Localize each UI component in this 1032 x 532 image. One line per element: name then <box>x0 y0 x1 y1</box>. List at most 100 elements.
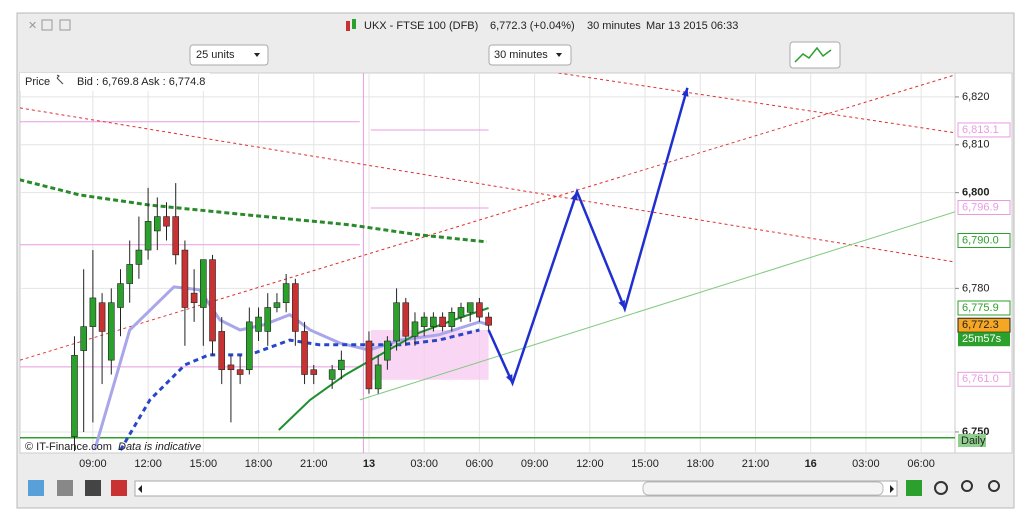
daily-badge <box>958 434 986 447</box>
price-badge <box>957 199 1011 215</box>
candle-body <box>126 264 133 284</box>
close-button[interactable]: ✕ <box>28 20 37 32</box>
candle-body <box>420 316 428 327</box>
zoom-in[interactable] <box>988 480 1000 492</box>
candle-body <box>402 302 410 337</box>
price-badge-label: 6,772.3 <box>962 319 999 331</box>
arrow-head <box>618 299 625 309</box>
scroll-left[interactable] <box>138 485 142 493</box>
icon-candle <box>352 19 356 29</box>
candle-body <box>227 364 235 371</box>
x-tick-label: 03:00 <box>410 458 438 470</box>
overlay-line <box>487 87 689 387</box>
plot-layer <box>20 73 955 453</box>
x-tick-label: 09:00 <box>521 458 549 470</box>
size-dropdown[interactable] <box>189 44 269 66</box>
y-tick-label: 6,780 <box>962 282 990 294</box>
icon-candle <box>346 21 350 31</box>
candle-body <box>476 302 483 318</box>
price-badge-label: 6,796.9 <box>962 201 999 213</box>
candle-body <box>71 355 78 438</box>
price-badge-label: 6,775.9 <box>962 302 999 314</box>
x-tick-label: 12:00 <box>576 458 604 470</box>
price-badge <box>957 371 1011 387</box>
overlay-line <box>558 73 955 134</box>
x-tick-label: 21:00 <box>300 458 328 470</box>
countdown-badge <box>958 332 1010 347</box>
candle-body <box>457 307 465 318</box>
overlay-line <box>359 211 955 401</box>
tool-button[interactable] <box>28 480 44 496</box>
overlay-line <box>119 328 480 451</box>
y-tick-label: 6,820 <box>962 91 990 103</box>
interval-dropdown[interactable] <box>488 44 572 66</box>
candle-body <box>163 216 170 227</box>
candle-body <box>264 307 272 332</box>
daily-label: Daily <box>961 435 986 447</box>
x-tick-label: 12:00 <box>134 458 162 470</box>
candle-body <box>328 369 336 380</box>
tool-button[interactable] <box>57 480 73 496</box>
candle-body <box>384 340 391 361</box>
price-badge-label: 6,813.1 <box>962 124 999 136</box>
candle-body <box>338 359 345 371</box>
price-label: Price <box>25 76 50 88</box>
zoom-out[interactable] <box>961 480 973 492</box>
candle-body <box>218 331 226 371</box>
candle-body <box>430 316 437 327</box>
arrow-head <box>570 191 578 201</box>
price-badge <box>957 300 1011 316</box>
candle-body <box>246 321 253 371</box>
candle-body <box>301 331 308 375</box>
countdown: 25m57s <box>962 333 1002 345</box>
title-icon <box>346 19 356 31</box>
candle-body <box>135 249 143 265</box>
candle-body <box>448 311 456 327</box>
overlay-line <box>20 74 955 361</box>
y-tick-label: 6,810 <box>962 139 990 151</box>
candle-body <box>393 302 400 342</box>
x-tick-label: 21:00 <box>742 458 770 470</box>
disclaimer: Data is indicative <box>118 441 201 453</box>
chart-style-button[interactable] <box>789 41 841 69</box>
x-tick-label: 18:00 <box>245 458 273 470</box>
dropdown-arrow <box>254 53 260 57</box>
x-tick-label: 16 <box>805 458 817 470</box>
candle-body <box>310 369 318 375</box>
detach-button[interactable] <box>59 19 71 31</box>
candle-body <box>154 216 161 232</box>
x-tick-label: 09:00 <box>79 458 107 470</box>
x-tick-label: 06:00 <box>907 458 935 470</box>
x-tick-label: 18:00 <box>687 458 715 470</box>
timestamp: Mar 13 2015 06:33 <box>646 20 738 32</box>
scroll-right[interactable] <box>890 485 894 493</box>
bid-ask: Bid : 6,769.8 Ask : 6,774.8 <box>77 76 205 88</box>
candle-body <box>255 316 262 332</box>
dropdown-arrow <box>556 53 562 57</box>
candle-body <box>374 364 382 390</box>
scroll-thumb[interactable] <box>642 481 884 496</box>
zoom-fit[interactable] <box>934 481 948 495</box>
candle-body <box>365 340 373 390</box>
maximize-button[interactable] <box>41 19 53 31</box>
candle-body <box>282 283 290 304</box>
candle-body <box>209 259 216 342</box>
x-tick-label: 13 <box>363 458 375 470</box>
settings-icon[interactable] <box>56 74 64 85</box>
info-box <box>20 73 210 91</box>
tool-button[interactable] <box>85 480 101 496</box>
candle-body <box>98 302 106 332</box>
candle-body <box>466 302 474 313</box>
x-tick-label: 06:00 <box>466 458 494 470</box>
candle-body <box>89 297 97 327</box>
tool-button[interactable] <box>111 480 127 496</box>
tool-button[interactable] <box>906 480 922 496</box>
price-badge <box>957 233 1011 249</box>
candle-body <box>144 221 152 251</box>
candle-body <box>273 302 281 308</box>
price-badge-label: 6,790.0 <box>962 234 999 246</box>
candle-body <box>80 326 87 351</box>
interval-dropdown-label: 30 minutes <box>494 49 548 61</box>
y-tick-label: 6,800 <box>962 187 990 199</box>
